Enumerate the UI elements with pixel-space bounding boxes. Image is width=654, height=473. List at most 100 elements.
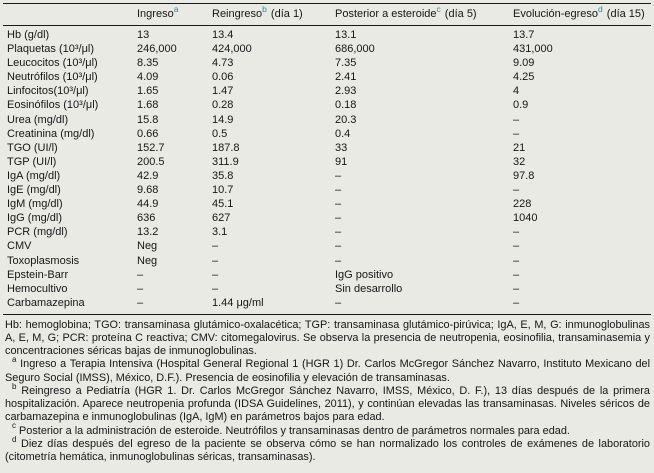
- cell-value: 91: [335, 155, 348, 168]
- cell-value: 424,000: [212, 43, 252, 56]
- cell-value: 10.7: [212, 184, 234, 197]
- abbreviations-note: Hb: hemoglobina; TGO: transaminasa glutá…: [5, 318, 650, 358]
- cell-value: 20.3: [335, 113, 357, 126]
- cell-value: 1.44 μg/ml: [212, 296, 264, 309]
- cell-value: 0.4: [335, 127, 351, 140]
- cell-value: 1040: [513, 212, 538, 225]
- table-row: Plaquetas (10³/μl) 246,000 424,000 686,000 4…: [7, 42, 651, 56]
- column-header: Posterior a esteroidec (día 5): [335, 5, 513, 21]
- table-row: IgA (mg/dl) 42.9 35.8 – 97.8: [7, 169, 651, 183]
- row-label: PCR (mg/dl): [7, 226, 68, 239]
- cell-value: 636: [137, 212, 156, 225]
- cell-value: 3.1: [212, 226, 228, 239]
- row-label: IgE (mg/dl): [7, 184, 61, 197]
- table-row: IgM (mg/dl) 44.9 45.1 – 228: [7, 197, 651, 211]
- table-row: TGP (UI/l) 200.5 311.9 91 32: [7, 155, 651, 169]
- table-row: Epstein-Barr – – IgG positivo –: [7, 268, 651, 282]
- cell-value: 2.41: [335, 71, 357, 84]
- footnote-text: Ingreso a Terapia Intensiva (Hospital Ge…: [5, 358, 650, 384]
- cell-value: –: [335, 226, 342, 239]
- cell-value: –: [137, 268, 144, 281]
- cell-value: –: [335, 198, 342, 211]
- cell-value: 9.09: [513, 57, 535, 70]
- cell-value: 627: [212, 212, 231, 225]
- cell-value: 246,000: [137, 43, 177, 56]
- cell-value: –: [513, 127, 520, 140]
- cell-value: 15.8: [137, 113, 159, 126]
- row-label: IgA (mg/dl): [7, 169, 61, 182]
- cell-value: 4.25: [513, 71, 535, 84]
- cell-value: –: [335, 169, 342, 182]
- cell-value: 13.1: [335, 29, 357, 41]
- cell-value: –: [513, 184, 520, 197]
- cell-value: Neg: [137, 254, 158, 267]
- cell-value: 4.73: [212, 57, 234, 70]
- footnote-marker: d: [12, 434, 17, 444]
- row-label: Linfocitos(10³/μl): [7, 85, 89, 98]
- cell-value: –: [513, 254, 520, 267]
- column-header-footnote-marker: d: [598, 3, 603, 14]
- cell-value: 0.28: [212, 99, 234, 112]
- column-header-label: Reingreso: [212, 8, 263, 20]
- row-label: TGO (UI/l): [7, 141, 58, 154]
- cell-value: 44.9: [137, 198, 159, 211]
- column-header-suffix: (día 1): [267, 8, 303, 20]
- table-row: TGO (UI/l) 152.7 187.8 33 21: [7, 141, 651, 155]
- cell-value: 0.66: [137, 127, 159, 140]
- table-row: Hb (g/dl) 13 13.4 13.1 13.7: [7, 28, 651, 42]
- cell-value: –: [513, 268, 520, 281]
- cell-value: 13: [137, 29, 150, 41]
- row-label: TGP (UI/l): [7, 155, 57, 168]
- row-label: CMV: [7, 240, 32, 253]
- row-label: Epstein-Barr: [7, 268, 69, 281]
- footnote-marker: a: [12, 355, 17, 365]
- table-row: Creatinina (mg/dl) 0.66 0.5 0.4 –: [7, 127, 651, 141]
- row-label: Neutrófilos (10³/μl): [7, 71, 98, 84]
- footnote-text: Posterior a la administración de esteroi…: [19, 424, 570, 437]
- cell-value: 9.68: [137, 184, 159, 197]
- cell-value: –: [335, 212, 342, 225]
- cell-value: 32: [513, 155, 526, 168]
- cell-value: 21: [513, 141, 526, 154]
- cell-value: 1.65: [137, 85, 159, 98]
- cell-value: 7.35: [335, 57, 357, 70]
- footnote-text: Reingreso a Pediatría (HGR 1. Dr. Carlos…: [5, 384, 650, 424]
- lab-results-table: Ingresoa Reingresob (día 1) Posterior a es…: [3, 3, 651, 315]
- table-row: Carbamazepina – 1.44 μg/ml – –: [7, 296, 651, 310]
- cell-value: 33: [335, 141, 348, 154]
- table-footer: Hb: hemoglobina; TGO: transaminasa glutá…: [5, 319, 650, 464]
- cell-value: 45.1: [212, 198, 234, 211]
- column-header-suffix: (día 5): [441, 8, 477, 20]
- cell-value: 14.9: [212, 113, 234, 126]
- cell-value: –: [212, 268, 219, 281]
- cell-value: 4.09: [137, 71, 159, 84]
- cell-value: 13.2: [137, 226, 159, 239]
- row-label: Eosinófilos (10³/μl): [7, 99, 99, 112]
- table-row: Urea (mg/dl) 15.8 14.9 20.3 –: [7, 113, 651, 127]
- cell-value: 431,000: [513, 43, 553, 56]
- column-header: Reingresob (día 1): [212, 5, 335, 21]
- cell-value: –: [513, 282, 520, 295]
- cell-value: –: [335, 240, 342, 253]
- cell-value: –: [212, 240, 219, 253]
- table-header: Ingresoa Reingresob (día 1) Posterior a es…: [3, 4, 651, 26]
- cell-value: 228: [513, 198, 532, 211]
- cell-value: –: [513, 296, 520, 309]
- cell-value: 0.18: [335, 99, 357, 112]
- cell-value: –: [335, 184, 342, 197]
- cell-value: IgG positivo: [335, 268, 394, 281]
- cell-value: 35.8: [212, 169, 234, 182]
- cell-value: Neg: [137, 240, 158, 253]
- row-label: Carbamazepina: [7, 296, 85, 309]
- row-label: Hemocultivo: [7, 282, 68, 295]
- cell-value: –: [335, 254, 342, 267]
- row-label: Leucocitos (10³/μl): [7, 57, 98, 70]
- row-label: Toxoplasmosis: [7, 254, 80, 267]
- table-row: Neutrófilos (10³/μl) 4.09 0.06 2.41 4.25: [7, 70, 651, 84]
- row-label: Hb (g/dl): [7, 29, 50, 41]
- table-row: Linfocitos(10³/μl) 1.65 1.47 2.93 4: [7, 84, 651, 98]
- cell-value: 0.5: [212, 127, 228, 140]
- cell-value: 187.8: [212, 141, 240, 154]
- cell-value: –: [137, 296, 144, 309]
- row-label: Plaquetas (10³/μl): [7, 43, 95, 56]
